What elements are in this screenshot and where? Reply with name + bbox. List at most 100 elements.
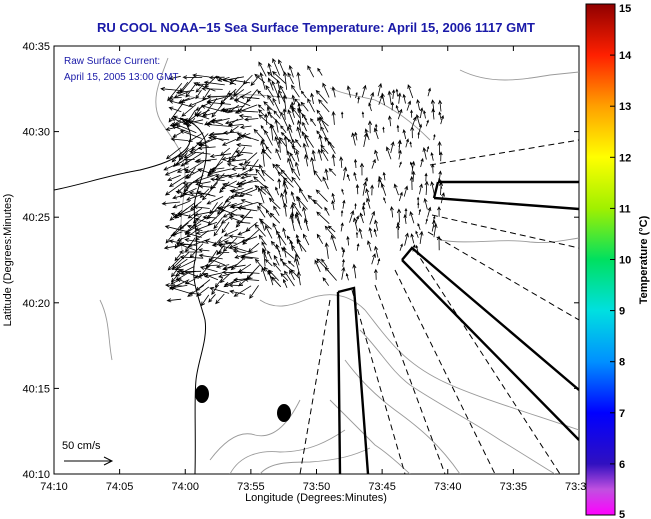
current-vector bbox=[322, 176, 329, 190]
current-vector bbox=[283, 135, 288, 154]
current-vector bbox=[318, 99, 330, 113]
current-vector bbox=[261, 169, 275, 182]
current-vector bbox=[331, 86, 336, 98]
current-vector bbox=[438, 181, 444, 196]
current-vector bbox=[247, 242, 260, 253]
current-vector bbox=[207, 168, 232, 176]
current-vector bbox=[218, 271, 237, 279]
current-vector bbox=[231, 166, 244, 171]
current-vector bbox=[208, 258, 225, 266]
current-vector bbox=[407, 84, 414, 99]
current-vector bbox=[318, 134, 323, 148]
scale-label: 50 cm/s bbox=[62, 440, 101, 452]
current-vector bbox=[291, 145, 300, 153]
current-vector bbox=[283, 278, 288, 288]
current-vector bbox=[282, 227, 287, 239]
current-vector bbox=[366, 197, 371, 209]
current-vector bbox=[310, 92, 315, 104]
current-vector bbox=[433, 223, 438, 238]
current-vector bbox=[226, 163, 238, 168]
current-vector bbox=[213, 223, 223, 237]
current-vector bbox=[273, 205, 280, 216]
current-vector bbox=[164, 283, 183, 288]
current-vector bbox=[398, 149, 402, 160]
current-vector bbox=[355, 231, 359, 238]
current-vector bbox=[362, 181, 367, 196]
current-vector bbox=[210, 167, 225, 172]
current-vector bbox=[354, 131, 358, 141]
current-vector bbox=[237, 179, 253, 188]
current-vector bbox=[196, 190, 216, 197]
current-vector bbox=[395, 88, 399, 97]
current-vector bbox=[324, 206, 330, 216]
current-vector bbox=[398, 191, 403, 202]
current-vector bbox=[282, 71, 288, 90]
current-vector bbox=[221, 270, 246, 275]
current-vector bbox=[186, 230, 196, 238]
current-vector bbox=[222, 130, 239, 135]
current-vector bbox=[176, 278, 195, 287]
current-vector bbox=[264, 113, 269, 126]
current-vector bbox=[264, 258, 273, 267]
current-vector bbox=[431, 108, 436, 120]
current-vector bbox=[164, 225, 189, 233]
current-vector bbox=[430, 152, 434, 161]
current-vector bbox=[437, 140, 442, 155]
current-vector bbox=[164, 168, 182, 176]
current-vector bbox=[171, 125, 190, 133]
current-vector bbox=[331, 110, 336, 125]
current-vector bbox=[307, 98, 315, 113]
current-vector bbox=[181, 104, 197, 117]
current-vector bbox=[387, 90, 392, 105]
current-vector bbox=[403, 185, 409, 197]
current-vector bbox=[324, 137, 335, 149]
current-vector bbox=[195, 89, 202, 100]
current-vector bbox=[359, 162, 365, 176]
current-vector bbox=[365, 188, 370, 202]
current-vector bbox=[268, 269, 279, 281]
current-vector bbox=[397, 139, 402, 154]
current-vector bbox=[403, 213, 407, 224]
current-vector bbox=[234, 149, 253, 155]
current-vector bbox=[438, 111, 442, 120]
current-vector bbox=[404, 207, 408, 216]
current-vector bbox=[315, 89, 328, 104]
current-vector bbox=[187, 207, 203, 219]
current-vector bbox=[243, 117, 259, 122]
current-vector bbox=[411, 116, 417, 127]
current-vector bbox=[239, 94, 260, 100]
current-vector bbox=[211, 285, 219, 296]
y-axis-label: Latitude (Degrees:Minutes) bbox=[2, 194, 14, 327]
current-vector bbox=[243, 152, 258, 165]
current-vector bbox=[275, 230, 287, 246]
current-vector bbox=[171, 258, 188, 271]
current-vector bbox=[304, 134, 314, 148]
current-vector bbox=[257, 90, 265, 98]
scale-arrow-head bbox=[103, 456, 114, 466]
current-vector bbox=[356, 243, 360, 251]
current-vector bbox=[353, 158, 358, 169]
contour-line bbox=[364, 309, 579, 431]
current-vector bbox=[272, 97, 281, 114]
current-vector bbox=[345, 272, 349, 281]
current-vector bbox=[229, 189, 253, 196]
current-vector bbox=[167, 257, 181, 271]
current-vector bbox=[277, 178, 281, 189]
current-vector bbox=[321, 258, 328, 268]
current-vector bbox=[415, 114, 421, 126]
current-vector bbox=[288, 64, 294, 78]
current-vector bbox=[186, 194, 203, 201]
colorbar-tick-label: 11 bbox=[619, 203, 631, 215]
current-vector bbox=[191, 133, 209, 152]
box-diagonal bbox=[401, 246, 579, 441]
current-vector bbox=[264, 129, 273, 146]
current-vector bbox=[340, 222, 344, 232]
current-vector bbox=[180, 97, 195, 103]
current-vector bbox=[301, 131, 309, 148]
current-vector bbox=[385, 146, 392, 160]
x-tick-label: 73:35 bbox=[500, 481, 528, 493]
current-vector bbox=[415, 244, 419, 253]
current-vector bbox=[242, 161, 251, 171]
current-vector bbox=[240, 199, 253, 204]
current-vector bbox=[417, 131, 420, 139]
